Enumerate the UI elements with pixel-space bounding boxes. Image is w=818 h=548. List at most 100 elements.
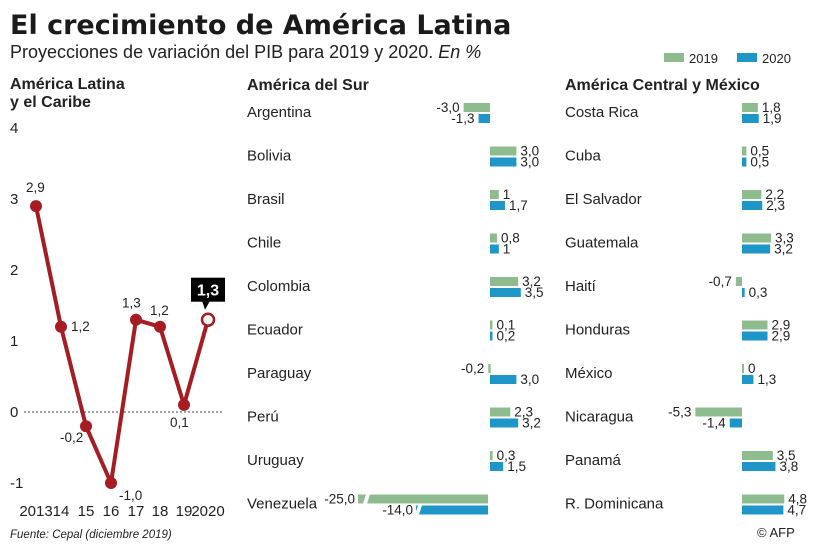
bar-2019 — [490, 233, 498, 243]
bar-2019 — [358, 494, 488, 504]
bar-2020 — [742, 375, 754, 384]
value-label: -0,2 — [461, 361, 484, 376]
data-label: -0,2 — [60, 430, 83, 445]
highlight-callout-box — [191, 277, 225, 302]
x-tick-label: 18 — [152, 503, 169, 520]
data-point — [80, 420, 92, 433]
x-tick-label: 2013 — [19, 503, 52, 520]
category-label: Venezuela — [247, 496, 318, 513]
value-label: 3,8 — [779, 459, 798, 474]
bar-2020 — [742, 505, 784, 515]
axis-break-mark — [415, 505, 422, 515]
bar-2020 — [729, 418, 742, 428]
value-label: 0,2 — [497, 329, 516, 344]
bar-2019 — [742, 103, 758, 112]
bar-2020 — [416, 505, 488, 515]
category-label: Haití — [565, 278, 597, 295]
value-label: 3,2 — [774, 242, 793, 257]
value-label: 3,2 — [522, 416, 541, 431]
category-label: Brasil — [247, 191, 285, 208]
x-tick-label: 17 — [128, 503, 145, 520]
value-label: 1,5 — [507, 459, 526, 474]
legend-label-2019: 2019 — [689, 51, 718, 66]
data-label: 2,9 — [26, 180, 45, 195]
value-label: 2,2 — [765, 187, 784, 202]
category-label: Uruguay — [247, 452, 304, 469]
bar-2020 — [490, 244, 499, 254]
value-label: 0,3 — [749, 285, 768, 300]
legend-swatch-2019 — [664, 53, 684, 62]
bar-2019 — [490, 320, 493, 330]
value-label: 1,9 — [763, 111, 782, 126]
value-label: 3,5 — [777, 448, 796, 463]
data-point — [55, 320, 67, 333]
value-label: 1 — [503, 187, 511, 202]
bar-2019 — [742, 451, 773, 460]
highlight-callout-label: 1,3 — [197, 283, 219, 300]
y-tick-label: 1 — [10, 333, 18, 350]
subtitle-unit: En % — [438, 42, 481, 62]
value-label: 1,7 — [509, 198, 528, 213]
category-label: Chile — [247, 235, 281, 252]
bar-2020 — [742, 244, 771, 254]
y-tick-label: 0 — [10, 404, 18, 421]
x-tick-label: 16 — [103, 503, 120, 520]
bar-2020 — [490, 288, 521, 297]
value-label: -14,0 — [382, 503, 413, 518]
data-label: 0,1 — [170, 415, 189, 430]
bar-2020 — [490, 418, 519, 428]
data-label: 1,2 — [71, 319, 90, 334]
bar-2019 — [490, 451, 493, 460]
value-label: 2,3 — [766, 198, 785, 213]
bar-2019 — [463, 103, 490, 112]
bar-2019 — [490, 146, 517, 156]
category-label: R. Dominicana — [565, 496, 664, 513]
subtitle-text: Proyecciones de variación del PIB para 2… — [10, 42, 433, 62]
bar-2020 — [742, 201, 763, 210]
source-note: Fuente: Cepal (diciembre 2019) — [10, 529, 172, 541]
y-tick-label: 3 — [10, 191, 18, 208]
bar-2020 — [490, 331, 493, 341]
value-label: 1,3 — [757, 372, 776, 387]
legend-label-2020: 2020 — [762, 51, 791, 66]
value-label: 2,9 — [772, 329, 791, 344]
panel-title-south-america: América del Sur — [247, 77, 369, 94]
category-label: Guatemala — [565, 235, 639, 252]
category-label: El Salvador — [565, 191, 642, 208]
value-label: -1,4 — [702, 416, 726, 431]
page-subtitle: Proyecciones de variación del PIB para 2… — [10, 42, 481, 62]
legend-swatch-2020 — [737, 53, 757, 62]
value-label: 1 — [503, 242, 511, 257]
value-label: 3,0 — [520, 155, 539, 170]
category-label: Perú — [247, 409, 279, 426]
category-label: Paraguay — [247, 365, 312, 382]
value-label: -0,7 — [709, 274, 732, 289]
axis-break-mark — [363, 494, 370, 504]
category-label: Cuba — [565, 148, 602, 165]
bar-2020 — [742, 331, 768, 341]
value-label: 4,8 — [788, 492, 807, 507]
bar-2019 — [695, 407, 742, 417]
x-tick-label: 15 — [78, 503, 95, 520]
category-label: México — [565, 365, 613, 382]
data-point — [105, 477, 117, 489]
value-label: -1,3 — [451, 111, 474, 126]
page-title: El crecimiento de América Latina — [10, 10, 511, 41]
value-label: 1,8 — [762, 100, 781, 115]
bar-2019 — [742, 364, 744, 373]
category-label: Ecuador — [247, 322, 303, 339]
value-label: 0 — [748, 361, 756, 376]
category-label: Honduras — [565, 322, 630, 339]
bar-2019 — [490, 407, 511, 417]
bar-2020 — [742, 114, 759, 123]
legend: 2019 2020 — [664, 51, 791, 66]
bar-2019 — [490, 190, 499, 199]
category-label: Colombia — [247, 278, 311, 295]
value-label: 3,5 — [525, 285, 544, 300]
bar-2020 — [478, 114, 490, 123]
y-tick-label: 4 — [10, 120, 18, 137]
value-label: 0,5 — [750, 144, 769, 159]
